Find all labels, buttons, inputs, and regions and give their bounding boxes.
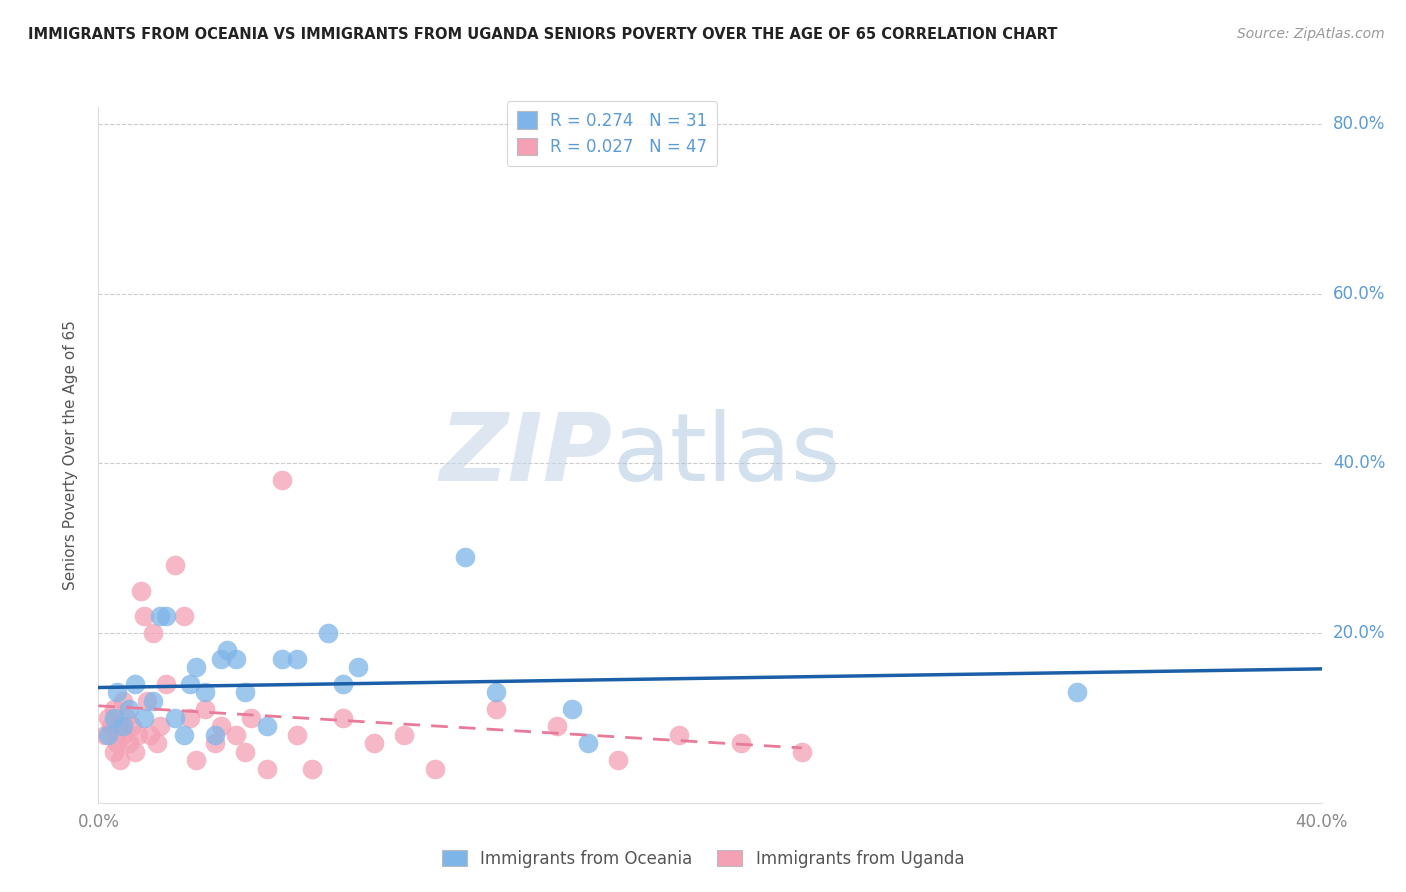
Point — [163, 558, 186, 573]
Point — [118, 702, 141, 716]
Point — [108, 753, 131, 767]
Point — [392, 728, 416, 742]
Point — [240, 711, 263, 725]
Point — [121, 719, 143, 733]
Point — [136, 694, 159, 708]
Point — [93, 728, 115, 742]
Point — [233, 685, 256, 699]
Point — [145, 736, 167, 750]
Point — [790, 745, 813, 759]
Point — [186, 660, 208, 674]
Point — [668, 728, 690, 742]
Point — [561, 702, 583, 716]
Point — [485, 685, 508, 699]
Point — [173, 609, 195, 624]
Point — [127, 728, 149, 742]
Point — [142, 694, 165, 708]
Point — [204, 736, 226, 750]
Point — [332, 677, 354, 691]
Point — [332, 711, 354, 725]
Text: Source: ZipAtlas.com: Source: ZipAtlas.com — [1237, 27, 1385, 41]
Point — [179, 677, 201, 691]
Point — [124, 745, 146, 759]
Y-axis label: Seniors Poverty Over the Age of 65: Seniors Poverty Over the Age of 65 — [63, 320, 77, 590]
Point — [301, 762, 323, 776]
Point — [270, 651, 292, 665]
Point — [139, 728, 162, 742]
Text: ZIP: ZIP — [439, 409, 612, 501]
Point — [285, 728, 308, 742]
Point — [111, 694, 134, 708]
Text: 40.0%: 40.0% — [1333, 454, 1385, 473]
Point — [225, 651, 247, 665]
Point — [111, 728, 134, 742]
Point — [179, 711, 201, 725]
Point — [423, 762, 446, 776]
Point — [118, 736, 141, 750]
Point — [124, 677, 146, 691]
Point — [233, 745, 256, 759]
Legend: Immigrants from Oceania, Immigrants from Uganda: Immigrants from Oceania, Immigrants from… — [434, 844, 972, 875]
Point — [155, 677, 177, 691]
Point — [186, 753, 208, 767]
Point — [209, 719, 232, 733]
Point — [142, 626, 165, 640]
Point — [134, 609, 156, 624]
Point — [100, 719, 122, 733]
Point — [576, 736, 599, 750]
Point — [103, 745, 125, 759]
Point — [111, 719, 134, 733]
Text: 80.0%: 80.0% — [1333, 115, 1385, 133]
Point — [134, 711, 156, 725]
Point — [173, 728, 195, 742]
Point — [204, 728, 226, 742]
Point — [108, 719, 131, 733]
Point — [97, 728, 120, 742]
Text: 20.0%: 20.0% — [1333, 624, 1385, 642]
Point — [256, 762, 278, 776]
Point — [363, 736, 385, 750]
Text: atlas: atlas — [612, 409, 841, 501]
Text: 60.0%: 60.0% — [1333, 285, 1385, 302]
Point — [215, 643, 238, 657]
Point — [454, 549, 477, 564]
Point — [1066, 685, 1088, 699]
Point — [105, 736, 128, 750]
Point — [546, 719, 568, 733]
Point — [607, 753, 630, 767]
Point — [316, 626, 339, 640]
Point — [256, 719, 278, 733]
Point — [115, 711, 138, 725]
Point — [209, 651, 232, 665]
Point — [105, 685, 128, 699]
Point — [103, 711, 125, 725]
Point — [163, 711, 186, 725]
Point — [270, 474, 292, 488]
Point — [225, 728, 247, 742]
Point — [129, 583, 152, 598]
Text: IMMIGRANTS FROM OCEANIA VS IMMIGRANTS FROM UGANDA SENIORS POVERTY OVER THE AGE O: IMMIGRANTS FROM OCEANIA VS IMMIGRANTS FR… — [28, 27, 1057, 42]
Point — [194, 685, 217, 699]
Point — [149, 719, 172, 733]
Point — [485, 702, 508, 716]
Point — [730, 736, 752, 750]
Point — [149, 609, 172, 624]
Legend: R = 0.274   N = 31, R = 0.027   N = 47: R = 0.274 N = 31, R = 0.027 N = 47 — [508, 102, 717, 166]
Point — [97, 711, 120, 725]
Point — [194, 702, 217, 716]
Point — [285, 651, 308, 665]
Point — [103, 702, 125, 716]
Point — [347, 660, 370, 674]
Point — [155, 609, 177, 624]
